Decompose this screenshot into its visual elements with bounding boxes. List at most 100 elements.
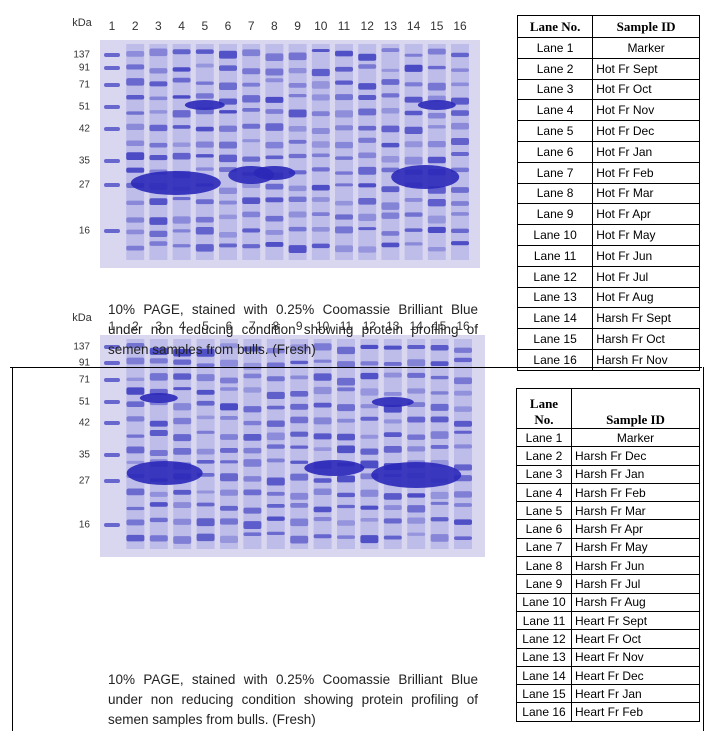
table-cell: Hot Fr Jul [593, 266, 700, 287]
protein-band [197, 490, 215, 493]
protein-band [431, 502, 449, 505]
lane-smear [360, 339, 378, 549]
lane-number: 13 [384, 19, 398, 33]
protein-band [219, 215, 237, 220]
protein-band [149, 96, 167, 100]
protein-band [265, 230, 283, 235]
marker-band [104, 53, 120, 57]
protein-band [126, 447, 144, 454]
protein-band [454, 519, 472, 524]
table-row: Lane 14Heart Fr Dec [517, 666, 700, 684]
protein-band [384, 432, 402, 437]
table-row: Lane 5Hot Fr Dec [518, 121, 700, 142]
table-cell: Lane 5 [517, 502, 572, 520]
marker-label: 137 [73, 50, 90, 61]
protein-band [384, 419, 402, 423]
protein-band [290, 493, 308, 500]
table-cell: Lane 7 [517, 538, 572, 556]
protein-band [196, 217, 214, 223]
table-cell: Lane 14 [518, 308, 593, 329]
protein-band [384, 392, 402, 396]
lane-number: 11 [338, 19, 351, 33]
protein-band [358, 214, 376, 221]
protein-band [289, 68, 307, 73]
protein-band [312, 197, 330, 202]
protein-band [243, 406, 261, 412]
protein-band [149, 143, 167, 148]
table-cell: Harsh Fr Sept [593, 308, 700, 329]
protein-band [265, 53, 283, 61]
table-cell: Lane 13 [518, 287, 593, 308]
protein-band [220, 518, 238, 524]
table-cell: Hot Fr Mar [593, 183, 700, 204]
protein-band [360, 506, 378, 510]
protein-band [149, 155, 167, 160]
protein-band [149, 241, 167, 246]
protein-band [243, 374, 261, 379]
protein-band [381, 202, 399, 209]
protein-band [335, 201, 353, 206]
protein-band [405, 242, 423, 245]
protein-band [196, 199, 214, 204]
protein-band [196, 93, 214, 98]
protein-band [290, 536, 308, 544]
protein-band [337, 520, 355, 526]
table-header: Sample ID [572, 389, 700, 429]
protein-band [451, 241, 469, 245]
marker-band [104, 83, 120, 87]
protein-band [173, 49, 191, 54]
protein-band [197, 449, 215, 455]
protein-band [335, 81, 353, 85]
protein-band [243, 421, 261, 425]
protein-band [197, 374, 215, 381]
protein-band [197, 401, 215, 406]
table-cell: Hot Fr Oct [593, 79, 700, 100]
lane-number: 14 [407, 19, 421, 33]
protein-band [173, 490, 191, 495]
protein-band [335, 94, 353, 100]
protein-band [405, 111, 423, 115]
table-row: Lane 2Harsh Fr Dec [517, 447, 700, 465]
protein-band [314, 534, 332, 538]
lane-number: 3 [155, 19, 162, 33]
protein-band [312, 244, 330, 249]
protein-band [312, 153, 330, 157]
table-row: Lane 15Heart Fr Jan [517, 685, 700, 703]
protein-band [431, 391, 449, 394]
protein-band [290, 503, 308, 508]
divider [12, 367, 13, 731]
protein-band [126, 51, 144, 57]
protein-band [126, 416, 144, 421]
caption: 10% PAGE, stained with 0.25% Coomassie B… [108, 670, 478, 730]
protein-band [196, 81, 214, 84]
protein-band [407, 373, 425, 378]
protein-band [314, 387, 332, 394]
protein-band [360, 373, 378, 379]
protein-blob [418, 100, 456, 110]
marker-label: 51 [79, 397, 91, 408]
protein-band [381, 156, 399, 163]
protein-band [335, 110, 353, 117]
protein-band [431, 376, 449, 379]
marker-band [104, 453, 120, 457]
marker-label: 42 [79, 418, 91, 429]
lane-number: 4 [178, 19, 185, 33]
caption: 10% PAGE, stained with 0.25% Coomassie B… [108, 300, 478, 360]
protein-band [405, 212, 423, 216]
table-cell: Harsh Fr Apr [572, 520, 700, 538]
protein-band [358, 246, 376, 252]
protein-band [243, 387, 261, 392]
protein-band [265, 78, 283, 82]
table-row: Lane 6Hot Fr Jan [518, 141, 700, 162]
protein-band [381, 212, 399, 218]
protein-band [405, 141, 423, 147]
protein-band [242, 68, 260, 74]
table-cell: Lane 16 [518, 349, 593, 370]
protein-band [314, 517, 332, 521]
protein-band [219, 65, 237, 70]
protein-band [126, 201, 144, 205]
protein-band [428, 113, 446, 119]
table-cell: Lane 2 [517, 447, 572, 465]
protein-band [265, 242, 283, 247]
